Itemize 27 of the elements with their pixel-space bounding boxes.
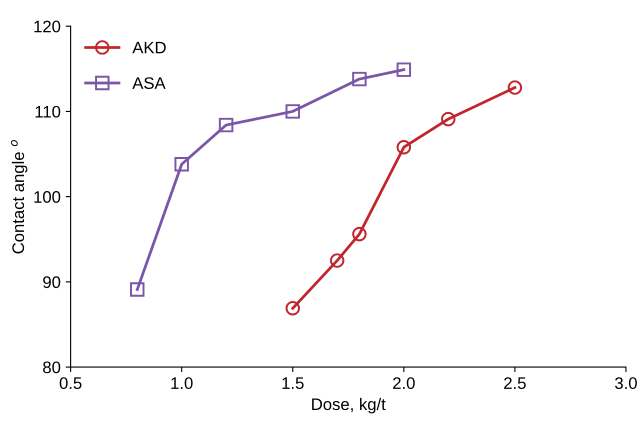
- point: [396, 140, 412, 154]
- x-tick-label: 1.5: [282, 377, 304, 390]
- x-axis-title: Dose, kg/t: [312, 398, 386, 414]
- y-axis-title: Contact angle $^{o}$: [11, 140, 28, 254]
- point: [352, 226, 367, 242]
- point: [352, 72, 367, 86]
- y-tick-label: 100: [34, 191, 60, 203]
- y-tick-label: 90: [43, 276, 60, 288]
- x-tick-label: 2.5: [504, 377, 526, 390]
- x-tick-label: 1.0: [171, 377, 193, 390]
- x-tick-label: 0.5: [60, 377, 82, 390]
- point: [130, 282, 144, 297]
- point: [286, 301, 300, 316]
- point: [330, 253, 344, 268]
- point: [396, 62, 412, 77]
- y-tick-label: 110: [36, 106, 60, 118]
- y-tick-label: 120: [34, 20, 60, 32]
- y-tick-label: 80: [43, 361, 60, 374]
- point: [508, 80, 522, 95]
- point: [286, 104, 300, 119]
- x-tick-label: 2.0: [393, 377, 415, 390]
- legend-label: ASA: [132, 77, 166, 89]
- point: [218, 118, 234, 132]
- point: [174, 157, 189, 172]
- x-tick-label: 3.0: [615, 377, 637, 390]
- legend-label: AKD: [132, 42, 166, 54]
- point: [441, 112, 456, 126]
